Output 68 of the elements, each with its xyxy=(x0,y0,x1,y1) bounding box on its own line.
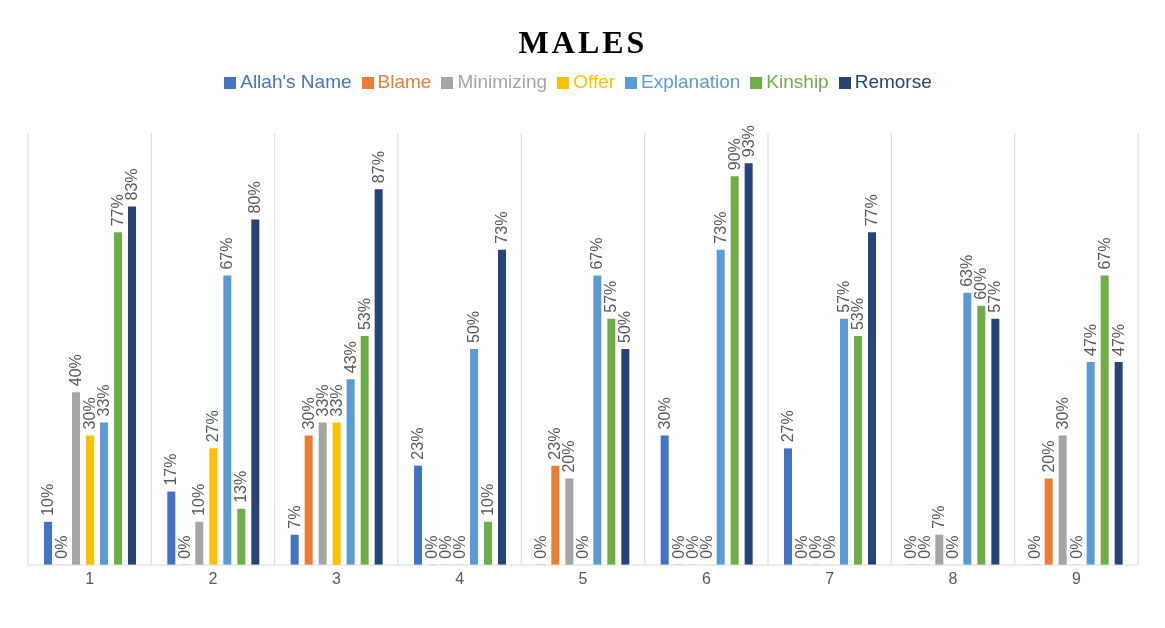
data-label: 67% xyxy=(588,237,606,270)
data-label: 0% xyxy=(821,535,838,559)
data-label: 0% xyxy=(807,535,824,559)
x-tick-label: 3 xyxy=(331,570,341,588)
data-label: 87% xyxy=(369,151,387,184)
data-label: 77% xyxy=(109,194,126,227)
x-tick-label: 7 xyxy=(825,570,835,588)
x-tick-label: 1 xyxy=(85,570,95,588)
data-label: 27% xyxy=(204,410,222,443)
data-label: 57% xyxy=(986,280,1004,313)
data-label: 30% xyxy=(81,397,98,430)
data-label: 13% xyxy=(232,470,250,503)
data-label: 0% xyxy=(176,535,194,559)
data-label: 73% xyxy=(711,211,729,244)
data-label: 7% xyxy=(930,505,948,529)
data-label: 80% xyxy=(246,181,264,214)
chart-title: MALES xyxy=(517,24,649,61)
data-label: 23% xyxy=(409,427,426,460)
data-label: 30% xyxy=(655,397,673,430)
legend-label: Remorse xyxy=(854,71,932,92)
data-label: 20% xyxy=(560,440,578,473)
data-label: 50% xyxy=(616,310,634,343)
data-label: 53% xyxy=(355,298,373,331)
x-tick-label: 6 xyxy=(701,570,711,588)
data-label: 57% xyxy=(835,280,852,313)
data-label: 17% xyxy=(162,453,180,486)
data-label: 0% xyxy=(437,535,454,559)
data-label: 20% xyxy=(1039,440,1057,473)
x-tick-label: 2 xyxy=(208,570,218,588)
legend-label: Offer xyxy=(573,71,616,92)
data-label: 47% xyxy=(1109,323,1127,356)
data-label: 7% xyxy=(285,505,303,529)
data-label: 67% xyxy=(1095,237,1113,270)
data-label: 40% xyxy=(67,354,84,387)
data-label: 0% xyxy=(1067,535,1085,559)
data-label: 67% xyxy=(218,237,236,270)
legend-label: Minimizing xyxy=(457,71,548,92)
x-tick-label: 4 xyxy=(455,570,465,588)
data-label: 0% xyxy=(423,535,440,559)
data-label: 43% xyxy=(341,341,359,374)
data-label: 10% xyxy=(39,483,56,516)
data-label: 27% xyxy=(779,410,796,443)
data-label: 30% xyxy=(1053,397,1071,430)
data-label: 0% xyxy=(451,535,468,559)
data-label: 53% xyxy=(849,298,866,331)
data-label: 10% xyxy=(479,483,496,516)
data-label: 0% xyxy=(53,535,70,559)
data-label: 0% xyxy=(532,535,550,559)
data-label: 77% xyxy=(863,194,880,227)
data-label: 10% xyxy=(190,483,208,516)
data-label: 83% xyxy=(123,168,140,201)
data-label: 73% xyxy=(493,211,510,244)
data-label: 0% xyxy=(916,535,934,559)
x-tick-label: 5 xyxy=(578,570,588,588)
legend-label: Blame xyxy=(377,71,432,92)
x-tick-label: 8 xyxy=(948,570,958,588)
data-label: 33% xyxy=(95,384,112,417)
data-label: 0% xyxy=(1025,535,1043,559)
data-label: 57% xyxy=(602,280,620,313)
data-label: 47% xyxy=(1081,323,1099,356)
data-label: 50% xyxy=(465,310,482,343)
x-tick-label: 9 xyxy=(1071,570,1081,588)
legend-label: Kinship xyxy=(766,71,829,92)
legend-label: Explanation xyxy=(641,71,741,92)
data-label: 0% xyxy=(944,535,962,559)
data-label: 0% xyxy=(574,535,592,559)
data-label: 0% xyxy=(793,535,810,559)
legend-label: Allah's Name xyxy=(240,71,352,92)
